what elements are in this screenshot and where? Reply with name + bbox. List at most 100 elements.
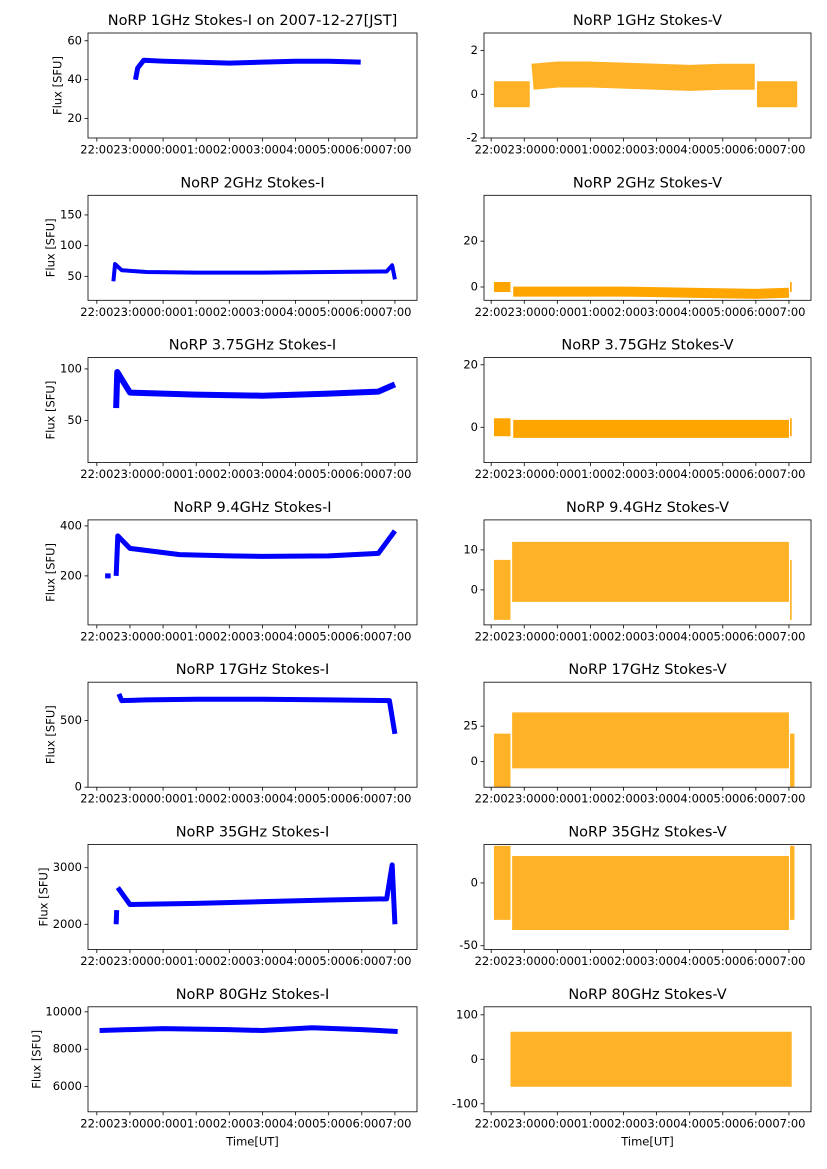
x-tick-label: 23:00 [113, 467, 146, 481]
x-tick-label: 23:00 [508, 792, 541, 806]
x-tick-label: 04:00 [673, 954, 706, 968]
plot-area [105, 529, 397, 579]
x-tick-label: 03:00 [640, 629, 673, 643]
x-tick-label: 23:00 [508, 143, 541, 157]
x-tick-label: 02:00 [607, 1116, 640, 1130]
data-line [113, 862, 398, 925]
axes-frame [483, 844, 812, 950]
plot-area [111, 262, 397, 282]
x-tick-label: 23:00 [508, 1116, 541, 1130]
y-tick-label: 20 [67, 111, 82, 125]
x-tick-label: 23:00 [113, 305, 146, 319]
axes-frame [87, 519, 418, 626]
x-tick-label: 02:00 [213, 629, 246, 643]
axes-frame [87, 32, 418, 139]
x-tick-label: 22:00 [475, 792, 508, 806]
x-tick-label: 22:00 [475, 954, 508, 968]
x-tick-label: 01:00 [180, 792, 213, 806]
x-tick-label: 23:00 [508, 954, 541, 968]
x-tick-label: 02:00 [607, 792, 640, 806]
x-tick-label: 01:00 [574, 629, 607, 643]
y-tick-label: 50 [67, 413, 82, 427]
x-tick-label: 01:00 [180, 1116, 213, 1130]
x-tick-label: 05:00 [706, 1116, 739, 1130]
x-tick-label: 01:00 [574, 143, 607, 157]
x-tick-label: 04:00 [279, 954, 312, 968]
x-tick-label: 01:00 [180, 305, 213, 319]
subplot-title: NoRP 3.75GHz Stokes-V [561, 338, 733, 354]
y-tick-label: 20 [463, 357, 478, 371]
data-line [105, 529, 397, 579]
data-line [493, 541, 792, 620]
data-line [113, 369, 397, 409]
subplot-title: NoRP 35GHz Stokes-I [176, 825, 330, 841]
x-tick-label: 03:00 [246, 467, 279, 481]
plot-area [493, 845, 795, 930]
data-line [133, 57, 361, 81]
x-tick-label: 04:00 [279, 1116, 312, 1130]
y-tick-label: 400 [60, 518, 82, 532]
y-tick-label: 2000 [53, 917, 82, 931]
axes-frame [87, 357, 418, 464]
x-tick-label: 06:00 [739, 954, 772, 968]
x-tick-label: 04:00 [279, 143, 312, 157]
x-tick-label: 22:00 [475, 305, 508, 319]
x-tick-label: 04:00 [673, 1116, 706, 1130]
x-tick-label: 01:00 [180, 629, 213, 643]
x-axis-label: Time[UT] [620, 1134, 674, 1148]
y-tick-label: 0 [471, 754, 478, 768]
axes-frame [483, 357, 812, 464]
y-tick-label: 50 [67, 269, 82, 283]
x-tick-label: 04:00 [279, 467, 312, 481]
x-tick-label: 23:00 [113, 629, 146, 643]
data-line [493, 845, 795, 930]
x-tick-label: 03:00 [640, 792, 673, 806]
x-tick-label: 06:00 [739, 467, 772, 481]
x-tick-label: 07:00 [378, 954, 411, 968]
x-tick-label: 00:00 [541, 143, 574, 157]
x-tick-label: 02:00 [607, 305, 640, 319]
x-tick-label: 06:00 [739, 143, 772, 157]
y-tick-label: 0 [471, 582, 478, 596]
x-tick-label: 07:00 [772, 1116, 805, 1130]
x-tick-label: 01:00 [574, 305, 607, 319]
y-tick-label: 20 [463, 234, 478, 248]
x-tick-label: 02:00 [607, 467, 640, 481]
x-tick-label: 00:00 [146, 954, 179, 968]
y-tick-label: 2 [471, 43, 478, 57]
x-tick-label: 06:00 [739, 629, 772, 643]
x-tick-label: 23:00 [508, 467, 541, 481]
y-tick-label: -50 [459, 938, 478, 952]
x-tick-label: 00:00 [541, 792, 574, 806]
y-axis-label: Flux [SFU] [51, 56, 65, 115]
x-tick-label: 05:00 [312, 305, 345, 319]
plot-area [493, 541, 792, 620]
data-line [111, 262, 397, 282]
x-tick-label: 04:00 [279, 305, 312, 319]
y-tick-label: -2 [467, 131, 478, 145]
x-tick-label: 22:00 [80, 954, 113, 968]
x-tick-label: 00:00 [146, 305, 179, 319]
x-tick-label: 04:00 [673, 467, 706, 481]
plot-area [493, 418, 792, 438]
y-axis-label: Flux [SFU] [44, 381, 58, 440]
x-tick-label: 05:00 [312, 792, 345, 806]
y-tick-label: 0 [471, 87, 478, 101]
axes-frame [87, 194, 418, 301]
x-tick-label: 02:00 [607, 143, 640, 157]
x-tick-label: 06:00 [345, 792, 378, 806]
x-tick-label: 06:00 [345, 143, 378, 157]
plot-area [493, 61, 798, 108]
x-tick-label: 22:00 [80, 629, 113, 643]
plot-area [113, 862, 398, 925]
x-tick-label: 03:00 [640, 143, 673, 157]
axes-frame [87, 844, 418, 950]
x-tick-label: 05:00 [706, 467, 739, 481]
x-tick-label: 05:00 [312, 629, 345, 643]
subplot-title: NoRP 9.4GHz Stokes-V [566, 500, 729, 516]
x-tick-label: 01:00 [574, 954, 607, 968]
x-tick-label: 23:00 [508, 629, 541, 643]
x-tick-label: 04:00 [279, 792, 312, 806]
plot-area [493, 712, 795, 788]
x-tick-label: 06:00 [345, 954, 378, 968]
